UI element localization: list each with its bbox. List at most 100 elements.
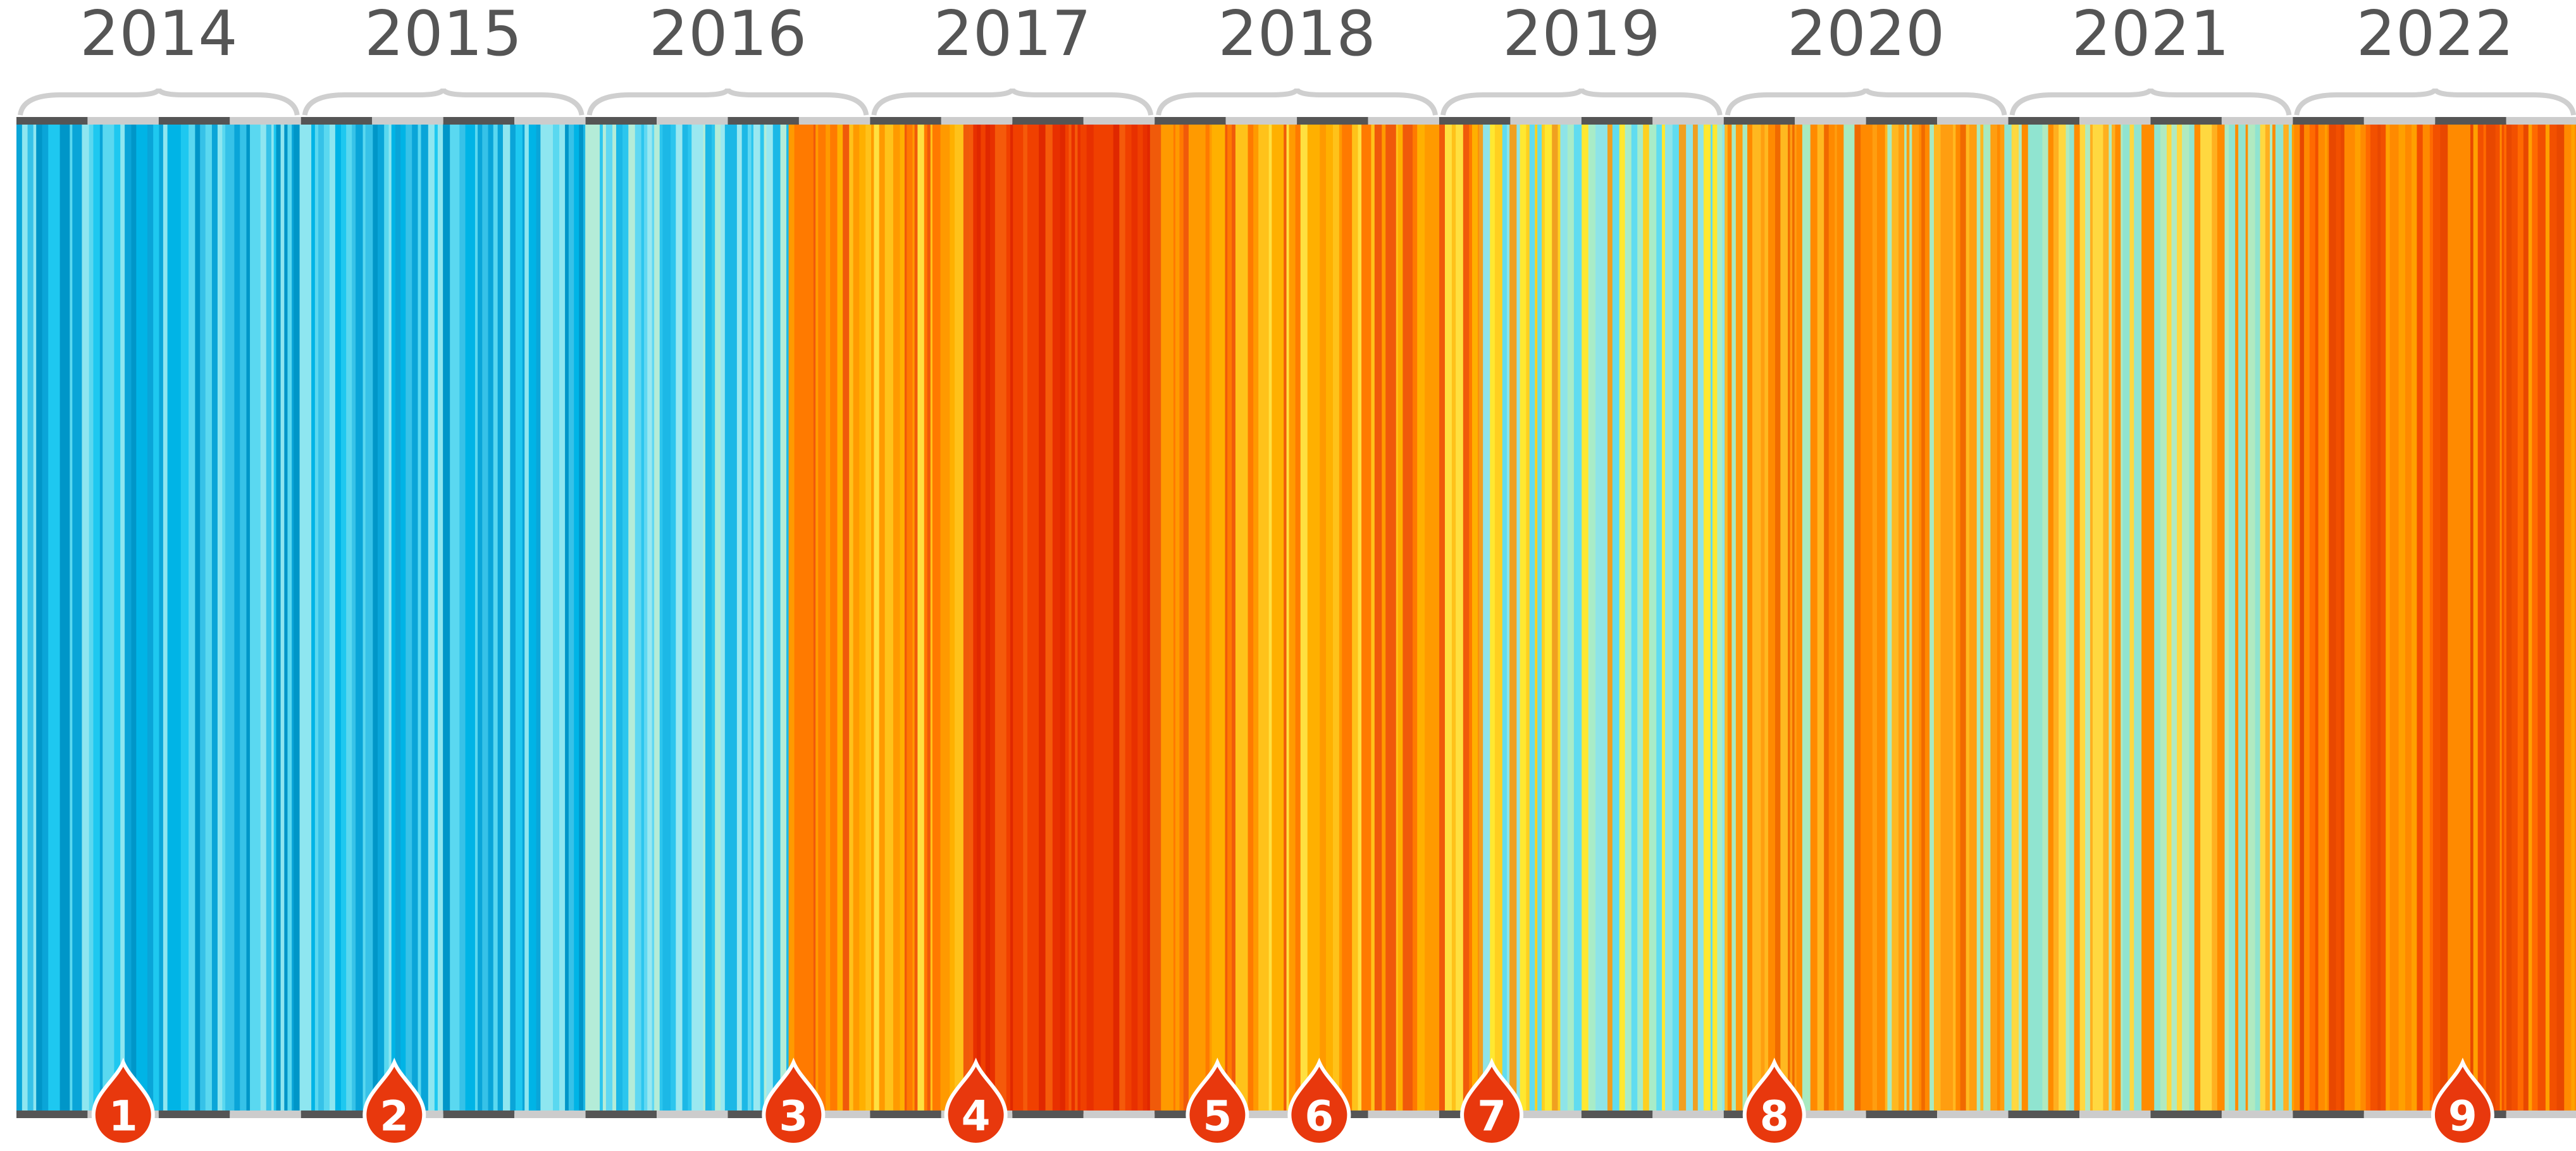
stripe	[2232, 123, 2236, 1114]
quarter-bar	[443, 117, 515, 125]
stripe	[616, 123, 623, 1114]
stripe	[2432, 123, 2441, 1114]
stripe	[2122, 123, 2130, 1114]
stripe	[2473, 123, 2479, 1114]
stripe	[641, 123, 645, 1114]
stripe	[323, 123, 330, 1114]
stripe	[1352, 123, 1359, 1114]
stripe	[595, 123, 600, 1114]
stripe	[1478, 123, 1483, 1114]
stripe	[412, 123, 419, 1114]
stripe	[1710, 123, 1713, 1114]
stripe	[1619, 123, 1623, 1114]
stripe	[1451, 123, 1456, 1114]
stripe	[2021, 123, 2029, 1114]
stripe	[751, 123, 754, 1114]
stripe	[1785, 123, 1788, 1114]
quarter-bar	[2293, 1111, 2364, 1118]
stripe	[1966, 123, 1970, 1114]
stripe	[2429, 123, 2434, 1114]
quarter-bar	[2008, 1111, 2080, 1118]
stripe	[691, 123, 697, 1114]
stripe	[443, 123, 447, 1114]
stripe	[478, 123, 483, 1114]
stripe	[1006, 123, 1011, 1114]
stripe	[211, 123, 218, 1114]
stripe	[1752, 123, 1756, 1114]
stripe	[2574, 123, 2576, 1114]
stripe	[1119, 123, 1126, 1114]
stripe	[171, 123, 176, 1114]
stripe	[22, 123, 28, 1114]
stripe	[184, 123, 189, 1114]
stripe	[1345, 123, 1353, 1114]
stripe	[482, 123, 489, 1114]
stripe	[2071, 123, 2075, 1114]
marker-pin	[1287, 1057, 1351, 1147]
stripe	[1382, 123, 1386, 1114]
stripe	[2523, 123, 2529, 1114]
stripe	[421, 123, 429, 1114]
stripe	[469, 123, 476, 1114]
stripe	[1300, 123, 1308, 1114]
stripe	[2420, 123, 2424, 1114]
stripe	[200, 123, 206, 1114]
stripe	[1542, 123, 1545, 1114]
stripe	[70, 123, 73, 1114]
quarter-bar	[1368, 117, 1439, 125]
stripe	[1161, 123, 1167, 1114]
stripe	[1904, 123, 1907, 1114]
stripe	[2141, 123, 2150, 1114]
quarter-bar	[941, 117, 1013, 125]
stripe	[1526, 123, 1530, 1114]
stripe	[2000, 123, 2005, 1114]
stripe	[794, 123, 802, 1114]
stripe	[2294, 123, 2300, 1114]
stripe	[1205, 123, 1210, 1114]
stripe	[1588, 123, 1596, 1114]
stripe	[1456, 123, 1464, 1114]
stripe	[2229, 123, 2234, 1114]
stripe	[605, 123, 613, 1114]
quarter-bar	[514, 1111, 586, 1118]
quarter-bar	[2150, 1111, 2222, 1118]
stripe	[2103, 123, 2109, 1114]
marker-pin	[2430, 1057, 2494, 1147]
stripe	[1361, 123, 1367, 1114]
stripe	[2034, 123, 2038, 1114]
stripe	[1607, 123, 1613, 1114]
stripe	[437, 123, 443, 1114]
quarter-bar	[1652, 1111, 1724, 1118]
stripe	[2154, 123, 2161, 1114]
stripe	[362, 123, 366, 1114]
stripe	[1060, 123, 1066, 1114]
stripe	[1397, 123, 1403, 1114]
stripe	[1366, 123, 1372, 1114]
stripe	[2069, 123, 2072, 1114]
stripe	[736, 123, 743, 1114]
quarter-bar	[1581, 1111, 1653, 1118]
stripe	[622, 123, 629, 1114]
quarter-bar	[870, 1111, 941, 1118]
year-brace	[2009, 87, 2292, 116]
stripe	[406, 123, 412, 1114]
stripe	[1747, 123, 1753, 1114]
quarter-bar	[2506, 1111, 2576, 1118]
stripe	[1824, 123, 1830, 1114]
quarter-bar	[2079, 117, 2151, 125]
stripe	[2370, 123, 2378, 1114]
quarter-bar	[158, 1111, 230, 1118]
year-label: 2020	[1787, 0, 1945, 70]
stripe	[365, 123, 373, 1114]
stripe	[2212, 123, 2218, 1114]
quarter-bar	[1083, 1111, 1155, 1118]
stripe	[1131, 123, 1138, 1114]
stripe	[2182, 123, 2190, 1114]
stripe	[955, 123, 962, 1114]
quarter-bar	[1652, 117, 1724, 125]
stripe	[1314, 123, 1320, 1114]
stripe	[969, 123, 974, 1114]
stripe	[1034, 123, 1039, 1114]
stripe	[1023, 123, 1028, 1114]
